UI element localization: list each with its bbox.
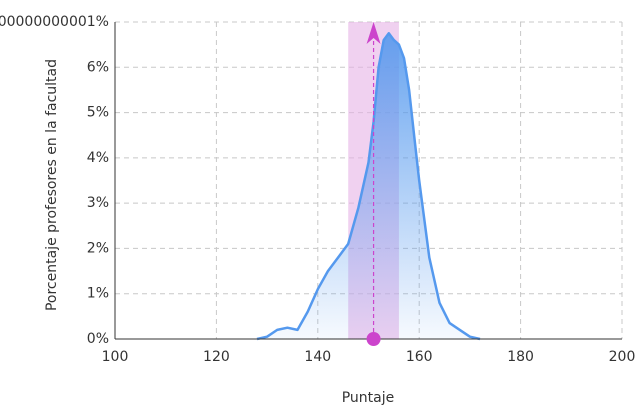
x-tick-label: 200 [609,349,636,365]
y-tick-label: 2% [87,240,109,256]
y-tick-label: 6% [87,59,109,75]
y-tick-label: 7.000000000000001% [0,14,109,30]
y-tick-label: 5% [87,105,109,121]
x-axis-title: Puntaje [342,390,395,406]
x-tick-label: 160 [406,349,433,365]
density-line [256,32,481,341]
y-tick-label: 1% [87,286,109,302]
y-tick-label: 4% [87,150,109,166]
x-tick-label: 180 [507,349,534,365]
marker-arrow-head [366,22,381,44]
x-tick-label: 120 [203,349,230,365]
x-tick-label: 100 [102,349,129,365]
y-tick-label: 3% [87,195,109,211]
y-axis-title: Porcentaje profesores en la facultad [44,59,60,311]
density-area [256,33,481,340]
x-tick-label: 140 [304,349,331,365]
y-tick-label: 0% [87,331,109,347]
marker-point [366,332,381,346]
